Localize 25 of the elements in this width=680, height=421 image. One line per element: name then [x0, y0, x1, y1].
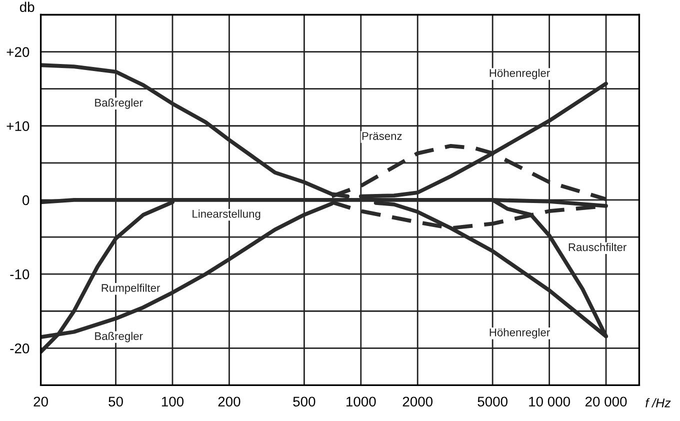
x-tick-label: 1000	[346, 396, 376, 407]
x-tick-label: 2000	[402, 396, 433, 407]
x-axis-title: f /Hz	[646, 398, 671, 408]
y-axis-title: db	[20, 2, 34, 12]
annotation: Linearstellung	[192, 210, 260, 220]
annotation: Rauschfilter	[568, 242, 626, 252]
annotation: Höhenregler	[490, 328, 550, 339]
y-tick-label: 0	[22, 195, 30, 206]
x-tick-label: 200	[218, 396, 240, 407]
annotation: Höhenregler	[490, 68, 550, 80]
annotation: Rumpelfilter	[102, 284, 160, 294]
x-tick-label: 10 000	[529, 396, 570, 407]
annotation: Baßregler	[95, 98, 143, 109]
x-tick-label: 500	[293, 396, 316, 407]
y-tick-label: -20	[10, 344, 30, 354]
y-tick-label: +20	[6, 47, 30, 57]
x-tick-label: 20	[34, 396, 48, 407]
x-tick-label: 5000	[478, 396, 508, 407]
annotation: Baßregler	[95, 332, 143, 342]
x-tick-label: 20 000	[585, 396, 627, 407]
x-tick-label: 100	[162, 396, 184, 407]
x-tick-label: 50	[108, 396, 123, 407]
y-tick-label: +10	[6, 121, 30, 132]
y-tick-label: -10	[10, 269, 30, 280]
annotation: Präsenz	[362, 132, 402, 140]
